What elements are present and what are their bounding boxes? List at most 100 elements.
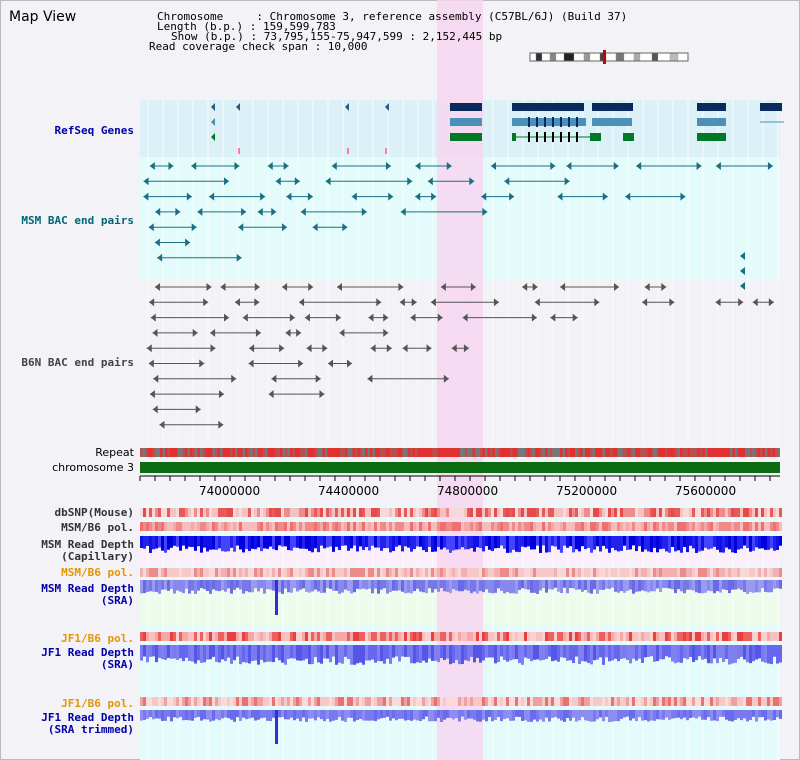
depth-bar [698, 710, 701, 717]
heat-seg [275, 522, 278, 531]
heat-seg [314, 632, 317, 641]
heat-seg [353, 508, 356, 517]
bac-end [335, 313, 341, 322]
depth-bar [752, 580, 755, 593]
bac-end [768, 298, 774, 307]
repeat-seg [597, 448, 600, 457]
heat-seg [452, 508, 455, 517]
repeat-seg [232, 448, 235, 457]
depth-bar [524, 580, 527, 590]
heat-seg [533, 632, 536, 641]
jf1-b6-pol-label-1[interactable]: JF1/B6 pol. [61, 632, 134, 645]
depth-bar [470, 710, 473, 719]
bac-end [153, 374, 159, 383]
heat-seg [368, 632, 371, 641]
depth-bar [329, 536, 332, 547]
heat-seg [608, 632, 611, 641]
depth-bar [425, 580, 428, 594]
heat-seg [209, 632, 212, 641]
heat-seg [350, 522, 353, 531]
heat-seg [416, 508, 419, 517]
heat-seg [584, 568, 587, 577]
msm-depth-cap-label[interactable]: MSM Read Depth [41, 538, 134, 551]
repeat-seg [777, 448, 780, 457]
depth-bar [635, 580, 638, 592]
heat-seg [146, 632, 149, 641]
heat-seg [641, 508, 644, 517]
msm-bac-label[interactable]: MSM BAC end pairs [21, 214, 134, 227]
depth-bar [473, 645, 476, 663]
depth-bar [221, 580, 224, 591]
jf1-b6-pol-label-2[interactable]: JF1/B6 pol. [61, 697, 134, 710]
depth-bar [659, 710, 662, 720]
jf1-depth-trim-label[interactable]: JF1 Read Depth [41, 711, 134, 724]
msm-depth-sra-label[interactable]: MSM Read Depth [41, 582, 134, 595]
depth-bar [218, 536, 221, 549]
depth-bar [476, 645, 479, 658]
depth-bar [368, 645, 371, 661]
heat-seg [194, 632, 197, 641]
heat-seg [161, 508, 164, 517]
repeat-seg [602, 448, 605, 457]
depth-bar [647, 580, 650, 593]
repeat-seg [700, 448, 703, 457]
bac-end [152, 328, 158, 337]
refseq-genes-label[interactable]: RefSeq Genes [54, 124, 134, 137]
repeat-seg [757, 448, 760, 457]
bac-end [470, 283, 476, 291]
heat-seg [557, 508, 560, 517]
heat-seg [398, 568, 401, 577]
heat-seg [311, 568, 314, 577]
heat-seg [758, 697, 761, 706]
depth-bar [341, 710, 344, 721]
repeat-seg [705, 448, 708, 457]
depth-bar [383, 645, 386, 664]
heat-seg [704, 697, 707, 706]
depth-bar [557, 710, 560, 719]
heat-seg [632, 697, 635, 706]
jf1-depth-sra-label[interactable]: JF1 Read Depth [41, 646, 134, 659]
depth-bar [746, 645, 749, 663]
dbsnp-label[interactable]: dbSNP(Mouse) [54, 506, 134, 519]
msm-b6-pol-orange-label[interactable]: MSM/B6 pol. [61, 566, 134, 579]
heat-seg [746, 568, 749, 577]
heat-seg [170, 522, 173, 531]
bac-end [241, 207, 247, 216]
heat-seg [431, 697, 434, 706]
heat-seg [656, 568, 659, 577]
depth-bar [581, 536, 584, 547]
heat-seg [140, 568, 143, 577]
heat-seg [440, 568, 443, 577]
gene-navy [760, 103, 782, 111]
heat-seg [548, 568, 551, 577]
b6n-bac-label[interactable]: B6N BAC end pairs [21, 356, 134, 369]
heat-seg [248, 568, 251, 577]
depth-bar [620, 645, 623, 659]
bac-end [560, 283, 566, 291]
depth-bar [680, 580, 683, 592]
depth-bar [719, 710, 722, 717]
msm-b6-pol-label[interactable]: MSM/B6 pol. [61, 521, 134, 534]
heat-seg [617, 697, 620, 706]
depth-bar [383, 710, 386, 718]
bac-end [738, 298, 744, 307]
heat-seg [320, 632, 323, 641]
heat-seg [281, 522, 284, 531]
heat-seg [545, 522, 548, 531]
depth-bar [641, 580, 644, 591]
heat-seg [524, 522, 527, 531]
repeat-seg [210, 448, 213, 457]
heat-seg [464, 508, 467, 517]
repeat-seg [190, 448, 193, 457]
depth-bar [152, 536, 155, 550]
depth-bar [164, 536, 167, 553]
heat-seg [233, 697, 236, 706]
depth-bar [458, 536, 461, 550]
heat-seg [386, 697, 389, 706]
heat-seg [371, 508, 374, 517]
heat-seg [686, 568, 689, 577]
heat-seg [275, 508, 278, 517]
heat-seg [710, 522, 713, 531]
repeat-seg [635, 448, 638, 457]
